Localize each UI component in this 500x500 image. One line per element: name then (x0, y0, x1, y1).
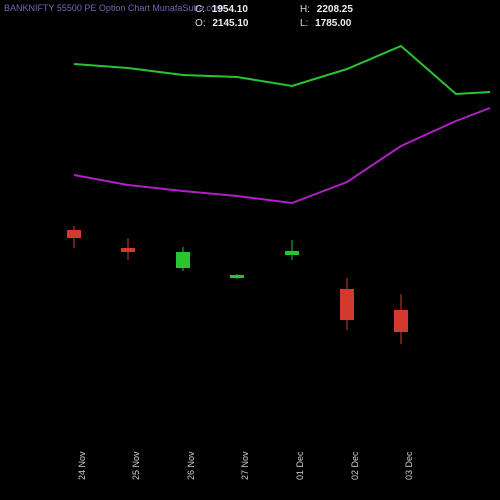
candle-body (285, 251, 299, 255)
chart-root: { "title": { "text": "BANKNIFTY 55500 PE… (0, 0, 500, 500)
x-tick-label: 25 Nov (131, 451, 141, 480)
candle-body (394, 310, 408, 332)
candle-body (340, 289, 354, 320)
price-chart (0, 0, 500, 500)
x-tick-label: 27 Nov (240, 451, 250, 480)
candle-body (121, 248, 135, 252)
candle-body (176, 252, 190, 268)
x-tick-label: 01 Dec (295, 451, 305, 480)
x-tick-label: 24 Nov (77, 451, 87, 480)
x-tick-label: 26 Nov (186, 451, 196, 480)
candle-body (67, 230, 81, 238)
x-tick-label: 03 Dec (404, 451, 414, 480)
x-tick-label: 02 Dec (350, 451, 360, 480)
candle-body (230, 275, 244, 278)
